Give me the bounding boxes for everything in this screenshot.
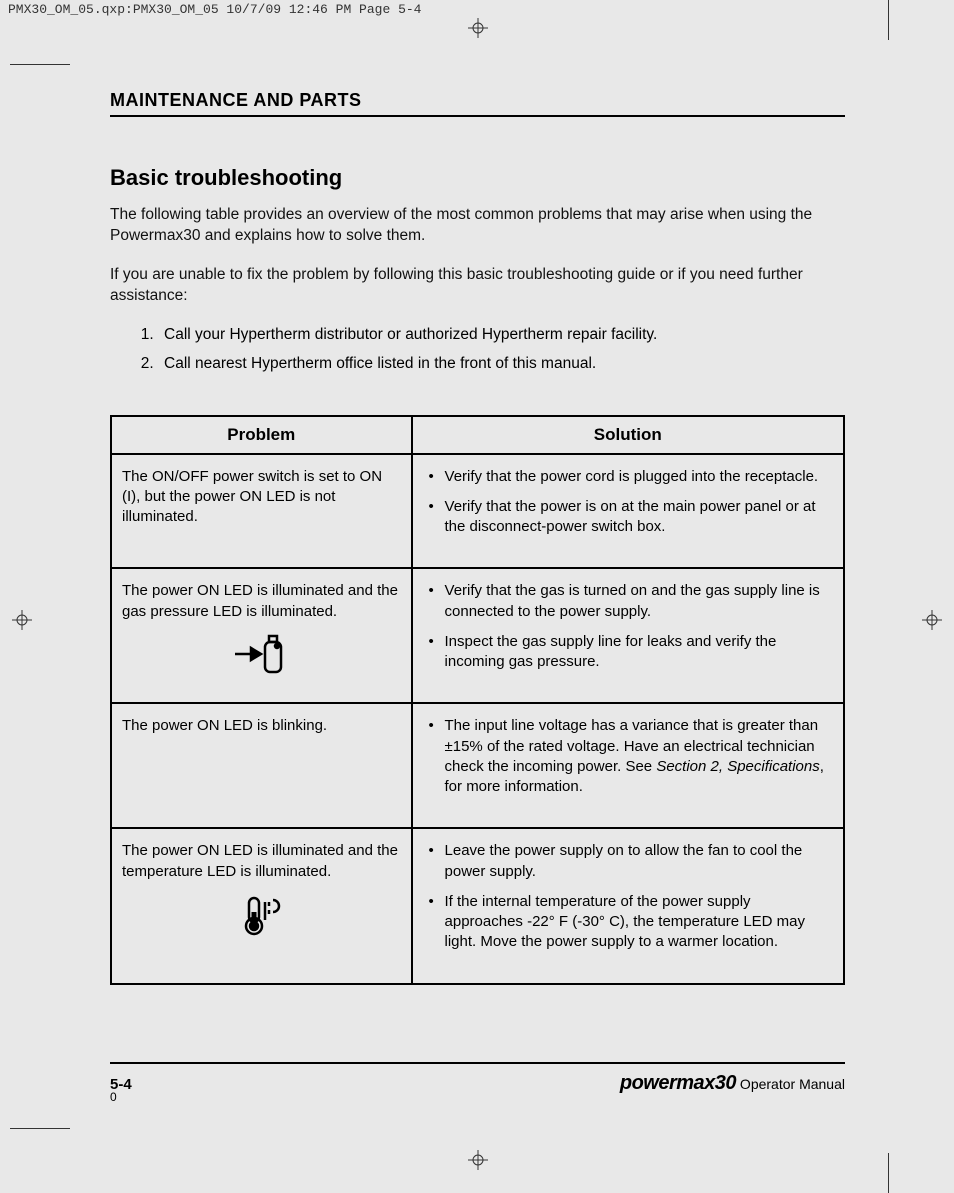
page-content: MAINTENANCE AND PARTS Basic troubleshoot… <box>110 90 845 985</box>
problem-cell: The ON/OFF power switch is set to ON (I)… <box>111 454 412 569</box>
solution-cell: Leave the power supply on to allow the f… <box>412 828 844 983</box>
table-row: The power ON LED is illuminated and the … <box>111 828 844 983</box>
crop-mark <box>888 0 889 40</box>
solution-cell: The input line voltage has a variance th… <box>412 703 844 828</box>
table-header-solution: Solution <box>412 416 844 454</box>
chapter-title: MAINTENANCE AND PARTS <box>110 90 845 117</box>
footer-zero: 0 <box>110 1090 117 1104</box>
table-row: The power ON LED is illuminated and the … <box>111 568 844 703</box>
solution-item: If the internal temperature of the power… <box>423 892 833 953</box>
table-header-problem: Problem <box>111 416 412 454</box>
table-row: The power ON LED is blinking.The input l… <box>111 703 844 828</box>
step-item: Call nearest Hypertherm office listed in… <box>158 354 845 375</box>
problem-cell: The power ON LED is illuminated and the … <box>111 568 412 703</box>
solution-item: Verify that the gas is turned on and the… <box>423 581 833 622</box>
brand-logo: powermax30 <box>620 1072 736 1094</box>
crop-mark <box>888 1153 889 1193</box>
thermometer-icon <box>122 892 401 942</box>
problem-cell: The power ON LED is blinking. <box>111 703 412 828</box>
solution-item: Leave the power supply on to allow the f… <box>423 841 833 882</box>
step-item: Call your Hypertherm distributor or auth… <box>158 325 845 346</box>
page-footer: 5-4 powermax30 Operator Manual 0 <box>110 1062 845 1095</box>
section-title: Basic troubleshooting <box>110 165 845 191</box>
solution-item: Verify that the power cord is plugged in… <box>423 467 833 487</box>
registration-mark-icon <box>12 610 32 635</box>
table-row: The ON/OFF power switch is set to ON (I)… <box>111 454 844 569</box>
intro-paragraph: The following table provides an overview… <box>110 205 845 247</box>
doc-type: Operator Manual <box>736 1076 845 1092</box>
solution-cell: Verify that the power cord is plugged in… <box>412 454 844 569</box>
solution-item: Verify that the power is on at the main … <box>423 497 833 538</box>
intro-paragraph: If you are unable to fix the problem by … <box>110 265 845 307</box>
crop-mark <box>10 64 70 65</box>
footer-doc-title: powermax30 Operator Manual <box>620 1072 845 1095</box>
registration-mark-icon <box>468 18 488 43</box>
problem-cell: The power ON LED is illuminated and the … <box>111 828 412 983</box>
troubleshooting-table: Problem Solution The ON/OFF power switch… <box>110 415 845 985</box>
crop-mark <box>10 1128 70 1129</box>
solution-item: The input line voltage has a variance th… <box>423 716 833 797</box>
solution-cell: Verify that the gas is turned on and the… <box>412 568 844 703</box>
registration-mark-icon <box>922 610 942 635</box>
registration-mark-icon <box>468 1150 488 1175</box>
solution-item: Inspect the gas supply line for leaks an… <box>423 632 833 673</box>
printer-slug: PMX30_OM_05.qxp:PMX30_OM_05 10/7/09 12:4… <box>8 2 421 17</box>
steps-list: Call your Hypertherm distributor or auth… <box>158 325 845 375</box>
gas-bottle-icon <box>122 632 401 682</box>
